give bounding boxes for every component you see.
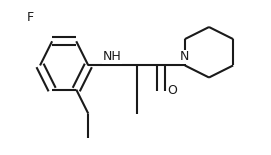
Text: O: O: [167, 84, 177, 97]
Text: F: F: [26, 11, 33, 24]
Text: N: N: [180, 50, 189, 63]
Text: NH: NH: [103, 50, 122, 63]
